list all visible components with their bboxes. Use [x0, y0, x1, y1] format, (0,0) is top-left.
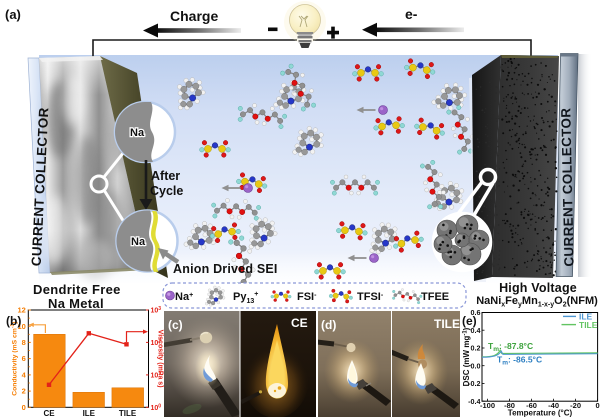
svg-text:(c): (c): [168, 318, 183, 332]
svg-text:-20: -20: [570, 401, 581, 410]
svg-text:0: 0: [22, 403, 26, 412]
svg-text:High Voltage: High Voltage: [499, 281, 577, 295]
svg-text:TILE: TILE: [119, 409, 137, 417]
svg-text:CE: CE: [43, 409, 55, 417]
svg-text:DSC (mW mg-1): DSC (mW mg-1): [462, 327, 471, 386]
svg-text:ILE: ILE: [579, 311, 593, 321]
svg-text:Na+: Na+: [175, 291, 193, 303]
svg-text:101: 101: [151, 371, 162, 380]
svg-text:2: 2: [22, 387, 26, 396]
svg-text:TILE: TILE: [434, 317, 460, 331]
svg-text:-0.2: -0.2: [468, 379, 480, 388]
svg-text:Temperature (°C): Temperature (°C): [508, 409, 573, 417]
svg-text:0.6: 0.6: [471, 308, 481, 317]
svg-text:Tm: -86.5°C: Tm: -86.5°C: [497, 355, 542, 367]
svg-text:12: 12: [17, 306, 25, 315]
svg-text:e-: e-: [405, 6, 418, 22]
svg-text:6: 6: [22, 354, 26, 363]
svg-text:0.2: 0.2: [471, 344, 481, 353]
svg-text:-40: -40: [548, 401, 559, 410]
svg-text:TFSI-: TFSI-: [357, 291, 384, 303]
svg-text:(e): (e): [462, 314, 477, 328]
svg-text:Viscosity (mPa s): Viscosity (mPa s): [157, 330, 164, 388]
svg-text:FSI-: FSI-: [297, 291, 317, 303]
svg-text:CE: CE: [291, 316, 308, 330]
svg-text:(a): (a): [5, 7, 21, 22]
svg-text:Na Metal: Na Metal: [48, 296, 104, 311]
svg-text:0: 0: [596, 401, 600, 410]
svg-text:8: 8: [22, 338, 26, 347]
svg-text:ILE: ILE: [83, 409, 96, 417]
svg-text:TILE: TILE: [579, 320, 598, 330]
svg-text:Charge: Charge: [170, 8, 218, 24]
svg-text:Dendrite Free: Dendrite Free: [33, 282, 121, 297]
svg-text:-100: -100: [480, 401, 495, 410]
svg-text:Na: Na: [130, 127, 145, 139]
svg-text:TFEE: TFEE: [421, 291, 449, 303]
svg-text:Conductivity (mS cm-1): Conductivity (mS cm-1): [10, 321, 19, 395]
svg-text:(d): (d): [321, 318, 336, 332]
svg-text:100: 100: [151, 403, 162, 412]
svg-text:103: 103: [151, 306, 162, 315]
svg-text:10: 10: [17, 322, 25, 331]
svg-text:4: 4: [22, 371, 27, 380]
svg-text:NaNixFeyMn1-x-yO2(NFM): NaNixFeyMn1-x-yO2(NFM): [476, 295, 598, 309]
svg-text:-0.4: -0.4: [468, 397, 480, 406]
svg-text:After: After: [151, 169, 180, 183]
svg-text:Cycle: Cycle: [150, 184, 183, 198]
svg-text:Na: Na: [131, 236, 146, 248]
svg-text:0.4: 0.4: [471, 326, 481, 335]
svg-text:-60: -60: [526, 401, 537, 410]
svg-text:-80: -80: [504, 401, 515, 410]
svg-text:(b): (b): [6, 314, 21, 328]
svg-text:Anion Drived SEI: Anion Drived SEI: [173, 262, 278, 276]
svg-text:Tm: -87.8°C: Tm: -87.8°C: [488, 341, 533, 353]
svg-text:CURRENT COLLECTOR: CURRENT COLLECTOR: [558, 107, 576, 266]
svg-text:0.0: 0.0: [471, 361, 481, 370]
svg-text:102: 102: [151, 339, 162, 348]
